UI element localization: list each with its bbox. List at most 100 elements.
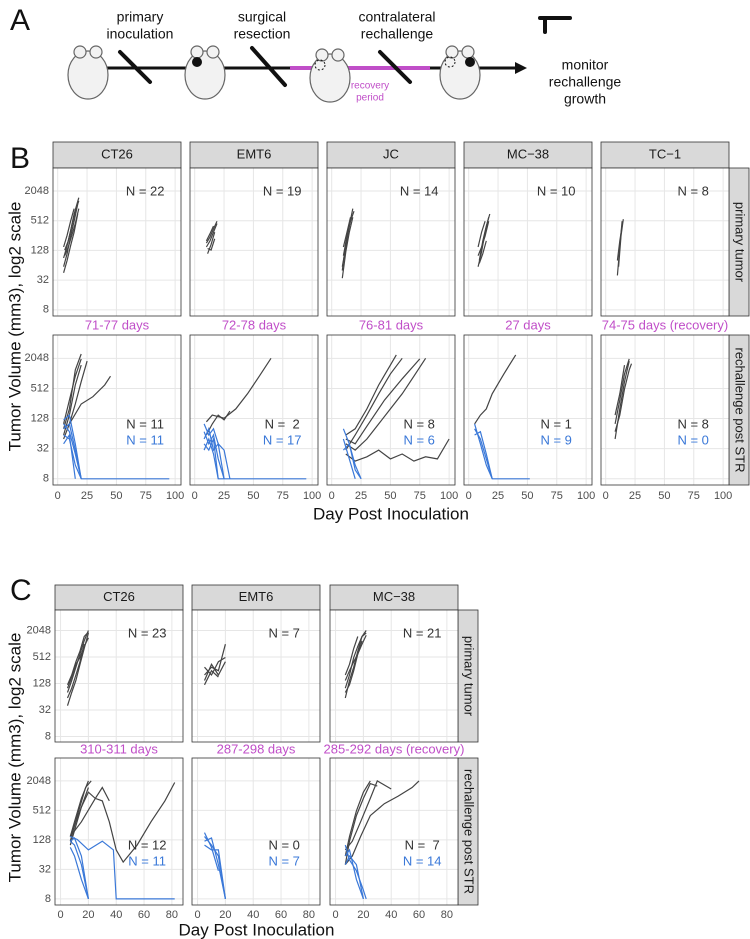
plot-area (53, 168, 181, 316)
row-label: primary tumor (733, 202, 748, 283)
facet-label: EMT6 (239, 589, 274, 604)
tumor-curve (69, 840, 89, 900)
tumor-curve (63, 213, 79, 273)
facet-plot: N = 7 (191, 609, 321, 743)
n-label: N = 10 (537, 183, 576, 198)
x-tick-label: 60 (413, 909, 425, 921)
step-label: rechallenge (549, 74, 622, 90)
x-tick-label: 100 (303, 490, 321, 502)
x-tick-label: 80 (166, 909, 178, 921)
x-tick-label: 0 (58, 909, 64, 921)
n-label: N = 7 (405, 838, 440, 853)
tumor-curve (207, 238, 216, 251)
facet-strip (326, 141, 456, 169)
facet-plot: N = 12N = 11 (54, 757, 184, 906)
tumor-curve (66, 637, 89, 689)
y-tick-label: 512 (31, 382, 49, 394)
recovery-label: recovery (351, 81, 389, 92)
tumor-curve (64, 208, 80, 256)
plot-area (330, 758, 458, 905)
tumor-curve (66, 644, 85, 699)
interval-label: 76-81 days (359, 317, 424, 332)
tumor-curve (69, 847, 89, 900)
tumor-curve (64, 200, 80, 251)
plot-area (601, 168, 729, 316)
tumor-curve (477, 221, 490, 256)
step-label: resection (234, 26, 291, 42)
tumor-curve (63, 364, 82, 436)
tumor-curve (68, 375, 112, 425)
n-label: N = 12 (128, 838, 167, 853)
facet-plot: N = 0N = 7 (191, 757, 321, 906)
x-axis-label: Day Post Inoculation (179, 920, 335, 939)
tumor-curve (207, 232, 216, 254)
n-label: N = 23 (128, 625, 167, 640)
facet-strip (600, 141, 730, 169)
tumor-curve (344, 780, 371, 857)
x-tick-label: 0 (55, 490, 61, 502)
facet-plot: N = 1N = 9 (463, 334, 593, 486)
facet-plot: N = 21 (329, 609, 459, 743)
resected-site (314, 59, 326, 71)
y-tick-label: 128 (33, 677, 51, 689)
tumor-curve (614, 358, 630, 425)
y-tick-label: 2048 (27, 775, 51, 787)
tumor-curve (204, 656, 226, 677)
step-label: monitor (562, 57, 609, 73)
panel-label: A (10, 4, 30, 37)
n-label: N = 0 (677, 432, 708, 447)
interval-label: 74-75 days (recovery) (602, 317, 728, 332)
tumor-curve (203, 423, 231, 479)
recovery-label: period (356, 93, 384, 104)
tumor-curve (205, 357, 272, 423)
tumor-curve (344, 848, 364, 900)
resected-site (444, 56, 456, 68)
x-tick-label: 50 (110, 490, 122, 502)
n-label: N = 8 (403, 416, 434, 431)
diagram: A primary inoculation surgical resection… (10, 4, 621, 107)
n-label: N = 19 (263, 183, 302, 198)
tumor-curve (63, 414, 82, 479)
tumor-curve (204, 844, 226, 899)
facet-plot: N = 23 (54, 609, 184, 743)
step-label: surgical (238, 9, 286, 25)
facet-plot: N = 11N = 11 (52, 334, 182, 486)
plot-area (192, 758, 320, 905)
interval-label: 27 days (505, 317, 551, 332)
n-label: N = 14 (400, 183, 439, 198)
x-tick-label: 40 (385, 909, 397, 921)
y-tick-label: 128 (31, 412, 49, 424)
y-tick-label: 8 (43, 473, 49, 485)
tumor-curve (345, 357, 403, 451)
panel-label: B (10, 142, 30, 175)
tumor-curve (344, 854, 364, 900)
facet-label: CT26 (101, 146, 133, 161)
plot-area (55, 758, 183, 905)
plot-border (600, 334, 730, 486)
x-tick-label: 50 (384, 490, 396, 502)
n-label: N = 0 (268, 838, 299, 853)
tumor-curve (63, 433, 76, 479)
plot-border (54, 609, 184, 743)
x-tick-label: 100 (577, 490, 595, 502)
plot-border (189, 334, 319, 486)
tumor-curve (341, 217, 354, 279)
tumor-curve (342, 217, 352, 248)
facet-label: EMT6 (237, 146, 272, 161)
n-label: N = 7 (268, 854, 299, 869)
n-label: N = 8 (677, 416, 708, 431)
plot-border (54, 757, 184, 906)
n-label: N = 14 (403, 854, 442, 869)
tumor-curve (345, 438, 450, 462)
facet-plot: N = 14 (326, 167, 456, 317)
interval-label: 287-298 days (217, 741, 296, 756)
plot-border (463, 334, 593, 486)
tumor-curve (69, 786, 110, 837)
n-label: N = 21 (403, 625, 442, 640)
n-label: N = 11 (126, 416, 164, 431)
x-tick-label: 25 (355, 490, 367, 502)
facet-label: JC (383, 146, 399, 161)
n-label: N = 8 (677, 183, 708, 198)
tumor-curve (203, 436, 307, 480)
